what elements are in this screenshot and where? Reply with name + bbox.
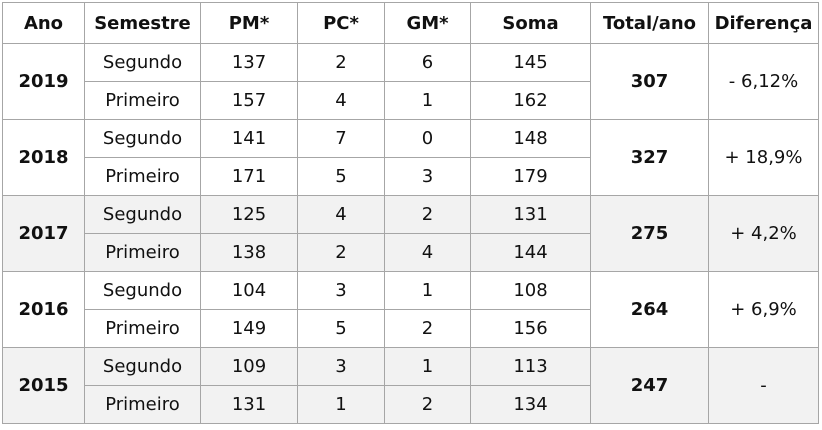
- semester-cell: Primeiro: [84, 385, 201, 424]
- year-cell: 2015: [2, 347, 85, 424]
- difference-cell: - 6,12%: [708, 43, 819, 120]
- gm-cell: 2: [384, 309, 471, 348]
- gm-cell: 4: [384, 233, 471, 272]
- total-cell: 264: [590, 271, 709, 348]
- pm-cell: 125: [200, 195, 298, 234]
- semester-cell: Segundo: [84, 347, 201, 386]
- gm-cell: 1: [384, 271, 471, 310]
- soma-cell: 131: [470, 195, 591, 234]
- pc-cell: 3: [297, 347, 385, 386]
- pm-cell: 109: [200, 347, 298, 386]
- table-row: 2016 Segundo 104 3 1 108 264 + 6,9%: [2, 271, 819, 348]
- pm-cell: 104: [200, 271, 298, 310]
- year-cell: 2018: [2, 119, 85, 196]
- total-cell: 247: [590, 347, 709, 424]
- pc-cell: 2: [297, 43, 385, 82]
- pc-cell: 3: [297, 271, 385, 310]
- semester-cell: Primeiro: [84, 81, 201, 120]
- pc-cell: 1: [297, 385, 385, 424]
- gm-cell: 0: [384, 119, 471, 158]
- header-cell: Diferença: [708, 2, 819, 44]
- header-cell: Ano: [2, 2, 85, 44]
- semester-cell: Primeiro: [84, 233, 201, 272]
- gm-cell: 6: [384, 43, 471, 82]
- table-row: 2017 Segundo 125 4 2 131 275 + 4,2%: [2, 195, 819, 272]
- gm-cell: 1: [384, 347, 471, 386]
- soma-cell: 145: [470, 43, 591, 82]
- header-cell: GM*: [384, 2, 471, 44]
- header-cell: PM*: [200, 2, 298, 44]
- pc-cell: 4: [297, 195, 385, 234]
- header-cell: PC*: [297, 2, 385, 44]
- soma-cell: 148: [470, 119, 591, 158]
- total-cell: 307: [590, 43, 709, 120]
- soma-cell: 134: [470, 385, 591, 424]
- pm-cell: 141: [200, 119, 298, 158]
- pc-cell: 2: [297, 233, 385, 272]
- pc-cell: 5: [297, 309, 385, 348]
- soma-cell: 144: [470, 233, 591, 272]
- table-row: 2015 Segundo 109 3 1 113 247-: [2, 347, 819, 424]
- soma-cell: 113: [470, 347, 591, 386]
- header-cell: Total/ano: [590, 2, 709, 44]
- total-cell: 275: [590, 195, 709, 272]
- header-cell: Soma: [470, 2, 591, 44]
- header-row: Ano Semestre PM* PC* GM* Soma Total/ano Diferen…: [2, 2, 819, 44]
- header-cell: Semestre: [84, 2, 201, 44]
- difference-cell: -: [708, 347, 819, 424]
- semester-cell: Segundo: [84, 119, 201, 158]
- pc-cell: 5: [297, 157, 385, 196]
- table-row: 2018 Segundo 141 7 0 148 327 + 18,9%: [2, 119, 819, 196]
- semester-cell: Primeiro: [84, 309, 201, 348]
- table-row: Primeiro 171 5 3 179: [3, 157, 819, 196]
- soma-cell: 156: [470, 309, 591, 348]
- year-cell: 2019: [2, 43, 85, 120]
- soma-cell: 179: [470, 157, 591, 196]
- difference-cell: + 18,9%: [708, 119, 819, 196]
- semester-cell: Segundo: [84, 43, 201, 82]
- gm-cell: 1: [384, 81, 471, 120]
- pm-cell: 138: [200, 233, 298, 272]
- semester-cell: Segundo: [84, 195, 201, 234]
- pm-cell: 137: [200, 43, 298, 82]
- pm-cell: 171: [200, 157, 298, 196]
- table-row: Primeiro 157 4 1 162: [3, 81, 819, 120]
- table-body: 2019 Segundo 137 2 6 145 307- 6,12% Primeiro 157…: [2, 43, 819, 424]
- table-row: 2019 Segundo 137 2 6 145 307- 6,12%: [2, 43, 819, 120]
- pm-cell: 149: [200, 309, 298, 348]
- year-cell: 2017: [2, 195, 85, 272]
- soma-cell: 108: [470, 271, 591, 310]
- difference-cell: + 6,9%: [708, 271, 819, 348]
- data-table: Ano Semestre PM* PC* GM* Soma Total/ano Diferen…: [2, 2, 819, 424]
- soma-cell: 162: [470, 81, 591, 120]
- pc-cell: 7: [297, 119, 385, 158]
- table-row: Primeiro 131 1 2 134: [3, 385, 819, 424]
- total-cell: 327: [590, 119, 709, 196]
- year-cell: 2016: [2, 271, 85, 348]
- gm-cell: 2: [384, 385, 471, 424]
- pm-cell: 157: [200, 81, 298, 120]
- pc-cell: 4: [297, 81, 385, 120]
- difference-cell: + 4,2%: [708, 195, 819, 272]
- gm-cell: 3: [384, 157, 471, 196]
- table-row: Primeiro 138 2 4 144: [3, 233, 819, 272]
- semester-cell: Segundo: [84, 271, 201, 310]
- pm-cell: 131: [200, 385, 298, 424]
- semester-cell: Primeiro: [84, 157, 201, 196]
- gm-cell: 2: [384, 195, 471, 234]
